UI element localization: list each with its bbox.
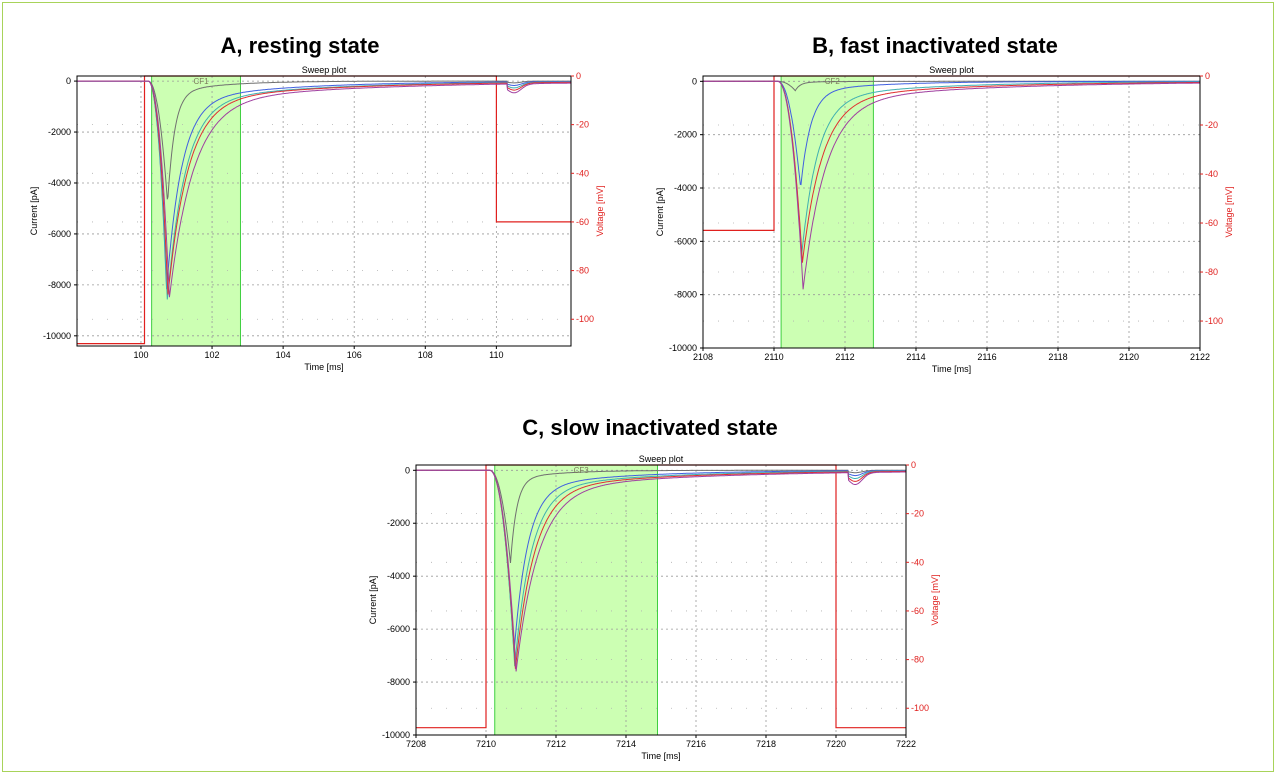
current-trace bbox=[416, 469, 906, 672]
cursor-region bbox=[780, 75, 874, 349]
x-tick-label: 2118 bbox=[1048, 352, 1067, 362]
plot-title: Sweep plot bbox=[929, 65, 974, 75]
y2-tick-label: -40 bbox=[911, 557, 924, 567]
x-tick-label: 7212 bbox=[546, 739, 566, 749]
y-tick-label: -8000 bbox=[674, 290, 697, 300]
y-tick-label: -4000 bbox=[48, 178, 71, 188]
x-axis-label: Time [ms] bbox=[932, 364, 971, 374]
y-tick-label: -2000 bbox=[387, 518, 410, 528]
x-tick-label: 7208 bbox=[406, 739, 426, 749]
y-axis-label: Current [pA] bbox=[29, 187, 39, 236]
current-trace bbox=[703, 80, 1200, 290]
y2-tick-label: 0 bbox=[1205, 71, 1210, 81]
y-tick-label: 0 bbox=[66, 76, 71, 86]
y-tick-label: -2000 bbox=[674, 130, 697, 140]
current-trace bbox=[77, 80, 571, 298]
y-tick-label: -2000 bbox=[48, 127, 71, 137]
x-tick-label: 7216 bbox=[686, 739, 706, 749]
cursor-label: CF2 bbox=[825, 77, 841, 86]
cursor-label: CF3 bbox=[574, 466, 590, 475]
current-trace bbox=[416, 469, 906, 563]
y2-tick-label: -100 bbox=[1205, 316, 1223, 326]
x-tick-label: 7210 bbox=[476, 739, 496, 749]
y2-tick-label: 0 bbox=[911, 460, 916, 470]
plot-title: Sweep plot bbox=[302, 65, 347, 75]
x-tick-label: 2114 bbox=[906, 352, 925, 362]
axes-frame bbox=[702, 75, 1201, 349]
y-tick-label: -10000 bbox=[43, 331, 71, 341]
y-axis-label: Current [pA] bbox=[368, 576, 378, 625]
y2-tick-label: -40 bbox=[576, 168, 589, 178]
axes-frame bbox=[415, 464, 907, 736]
y-tick-label: -8000 bbox=[48, 280, 71, 290]
y2-axis-label: Voltage [mV] bbox=[930, 574, 940, 625]
axes-frame bbox=[76, 75, 572, 347]
x-tick-label: 7222 bbox=[896, 739, 916, 749]
x-tick-label: 110 bbox=[489, 350, 503, 360]
x-tick-label: 2110 bbox=[764, 352, 783, 362]
x-tick-label: 2122 bbox=[1190, 352, 1210, 362]
x-tick-label: 104 bbox=[276, 350, 291, 360]
y2-tick-label: -80 bbox=[1205, 267, 1218, 277]
y-tick-label: -6000 bbox=[48, 229, 71, 239]
y2-tick-label: -40 bbox=[1205, 169, 1218, 179]
y-tick-label: -10000 bbox=[669, 343, 697, 353]
y-tick-label: 0 bbox=[692, 76, 697, 86]
x-axis-label: Time [ms] bbox=[641, 751, 680, 761]
x-axis-label: Time [ms] bbox=[304, 362, 343, 372]
panel-title-b: B, fast inactivated state bbox=[812, 33, 1058, 58]
x-tick-label: 102 bbox=[205, 350, 220, 360]
cursor-region bbox=[151, 75, 241, 347]
x-tick-label: 2120 bbox=[1119, 352, 1139, 362]
plot-title: Sweep plot bbox=[639, 454, 684, 464]
x-tick-label: 108 bbox=[418, 350, 433, 360]
panel-title-a: A, resting state bbox=[220, 33, 380, 58]
y2-tick-label: -80 bbox=[911, 655, 924, 665]
x-tick-label: 2112 bbox=[835, 352, 854, 362]
y-tick-label: -6000 bbox=[387, 624, 410, 634]
x-tick-label: 2108 bbox=[693, 352, 713, 362]
y2-tick-label: -60 bbox=[1205, 218, 1218, 228]
y2-tick-label: -80 bbox=[576, 266, 589, 276]
y2-tick-label: -20 bbox=[576, 120, 589, 130]
plot-area bbox=[416, 465, 906, 735]
y2-tick-label: -100 bbox=[576, 314, 594, 324]
x-tick-label: 7214 bbox=[616, 739, 636, 749]
y2-tick-label: 0 bbox=[576, 71, 581, 81]
y-tick-label: -8000 bbox=[387, 677, 410, 687]
y-tick-label: -6000 bbox=[674, 236, 697, 246]
y2-tick-label: -60 bbox=[911, 606, 924, 616]
x-tick-label: 106 bbox=[347, 350, 362, 360]
y2-tick-label: -20 bbox=[1205, 120, 1218, 130]
x-tick-label: 2116 bbox=[977, 352, 996, 362]
current-trace bbox=[77, 80, 571, 200]
y2-axis-label: Voltage [mV] bbox=[1224, 186, 1234, 237]
y-tick-label: -4000 bbox=[674, 183, 697, 193]
x-tick-label: 7220 bbox=[826, 739, 846, 749]
x-tick-label: 100 bbox=[133, 350, 148, 360]
y-tick-label: -4000 bbox=[387, 571, 410, 581]
current-trace bbox=[77, 80, 571, 295]
y2-axis-label: Voltage [mV] bbox=[595, 185, 605, 236]
x-tick-label: 7218 bbox=[756, 739, 776, 749]
y-tick-label: -10000 bbox=[382, 730, 410, 740]
panel-title-c: C, slow inactivated state bbox=[522, 415, 778, 440]
y2-tick-label: -60 bbox=[576, 217, 589, 227]
y2-tick-label: -20 bbox=[911, 509, 924, 519]
y-axis-label: Current [pA] bbox=[655, 188, 665, 237]
current-trace bbox=[703, 80, 1200, 186]
y2-tick-label: -100 bbox=[911, 703, 929, 713]
cursor-label: CF1 bbox=[193, 77, 209, 86]
y-tick-label: 0 bbox=[405, 465, 410, 475]
